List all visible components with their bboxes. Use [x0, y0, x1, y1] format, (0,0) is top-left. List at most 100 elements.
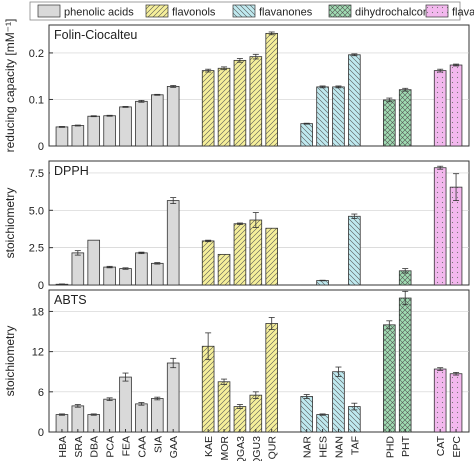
bar-fea: [119, 106, 132, 147]
error-bar-taf: [351, 402, 358, 411]
legend: phenolic acids flavonols flavanones dihydro…: [29, 1, 474, 21]
error-bar-kae: [205, 332, 212, 361]
bar-dba: [87, 239, 101, 286]
error-bar-taf: [351, 53, 358, 57]
error-bar-nar: [303, 394, 310, 399]
bar-pht: [398, 89, 412, 147]
error-bar-caa: [138, 402, 145, 406]
x-tick-label-hes: HES: [318, 436, 330, 458]
bar-caa: [135, 100, 148, 147]
bar-qur: [265, 32, 278, 147]
bar-qur: [265, 323, 278, 433]
error-bar-qga3: [236, 222, 243, 225]
bar-qgu3: [249, 219, 263, 286]
x-tick-label-pca: PCA: [105, 436, 117, 458]
bar-qgu3: [249, 56, 263, 147]
bar-sia: [151, 262, 164, 286]
error-bar-pca: [106, 397, 113, 401]
error-bar-hba: [58, 126, 65, 128]
error-bar-qga3: [236, 404, 243, 409]
bar-pca: [103, 398, 116, 433]
error-bar-hba: [58, 283, 65, 285]
error-bar-phd: [386, 320, 393, 330]
bar-qgu3: [249, 394, 263, 433]
error-bar-sia: [154, 396, 161, 401]
y-axis-label-folin-ciocalteu: reducing capacity [mM⁻¹]: [3, 19, 17, 153]
error-bar-hes: [319, 85, 326, 89]
bar-caa: [135, 403, 148, 433]
bar-kae: [201, 70, 215, 147]
x-tick-label-qur: QUR: [267, 436, 279, 460]
x-tick-label-pht: PHT: [400, 435, 412, 457]
bar-fea: [119, 376, 132, 433]
bar-pca: [103, 266, 116, 286]
panel-title-abts: ABTS: [50, 291, 87, 308]
error-bar-epc: [453, 63, 460, 67]
x-tick-label-mor: MOR: [219, 436, 231, 461]
bar-cat: [433, 368, 447, 433]
legend-label-dihydrochalcones: dihydrochalcones: [355, 7, 441, 19]
bar-mor: [217, 253, 231, 286]
bar-nar: [300, 123, 313, 147]
bar-hba: [55, 126, 69, 147]
error-bar-sia: [154, 93, 161, 96]
error-bar-caa: [138, 251, 145, 255]
bar-phd: [383, 99, 396, 147]
error-bar-pca: [106, 114, 113, 117]
bar-sra: [71, 125, 85, 147]
y-tick-label: 0.2: [29, 48, 44, 60]
bar-cat: [433, 70, 447, 147]
legend-label-flavanols: flavanols: [452, 7, 474, 19]
legend-swatch-flavanols: [425, 4, 449, 18]
bar-qga3: [233, 59, 247, 147]
bar-pht: [398, 297, 412, 433]
panel-title-text: Folin-Ciocalteu: [54, 28, 137, 42]
error-bar-caa: [138, 99, 145, 103]
panel-title-dpph: DPPH: [50, 162, 89, 179]
bar-gaa: [166, 200, 180, 286]
error-bar-qgu3: [252, 212, 259, 228]
error-bar-dba: [90, 115, 97, 118]
error-bar-nan: [335, 366, 342, 377]
legend-label-phenolic-acids: phenolic acids: [64, 7, 134, 19]
bar-sra: [71, 405, 85, 433]
y-axis-label-dpph: stoichiometry: [3, 188, 17, 259]
y-tick-label: 0: [38, 427, 44, 439]
error-bar-mor: [221, 378, 228, 385]
error-bar-qgu3: [252, 391, 259, 399]
error-bar-hes: [319, 413, 326, 416]
x-tick-label-qga3: QGA3: [235, 436, 247, 461]
y-tick-label: 18: [32, 306, 44, 318]
bar-pca: [103, 115, 116, 147]
bar-epc: [449, 64, 463, 147]
error-bar-nar: [303, 122, 310, 125]
bar-nan: [332, 371, 345, 433]
error-bar-fea: [122, 372, 129, 382]
x-tick-label-nar: NAR: [302, 436, 314, 459]
error-bar-phd: [386, 97, 393, 103]
y-tick-label: 0: [38, 280, 44, 292]
error-bar-pht: [402, 87, 409, 92]
bar-sia: [151, 398, 164, 433]
bar-fea: [119, 268, 132, 286]
error-bar-cat: [437, 367, 444, 371]
bar-cat: [433, 167, 447, 286]
error-bar-pca: [106, 265, 113, 269]
bar-mor: [217, 67, 231, 147]
y-tick-label: 7.5: [29, 168, 44, 180]
error-bar-gaa: [170, 197, 177, 204]
bar-epc: [449, 186, 463, 286]
x-tick-label-caa: CAA: [136, 436, 148, 458]
legend-swatch-phenolic-acids: [37, 4, 61, 18]
y-tick-label: 2.5: [29, 243, 44, 255]
bar-taf: [348, 54, 361, 147]
x-tick-label-fea: FEA: [121, 436, 133, 456]
error-bar-dba: [90, 413, 97, 416]
x-tick-label-sia: SIA: [152, 436, 164, 453]
error-bar-sra: [74, 404, 81, 408]
bar-phd: [383, 324, 396, 433]
error-bar-fea: [122, 267, 129, 270]
y-tick-label: 5.0: [29, 205, 44, 217]
bar-taf: [348, 215, 361, 286]
